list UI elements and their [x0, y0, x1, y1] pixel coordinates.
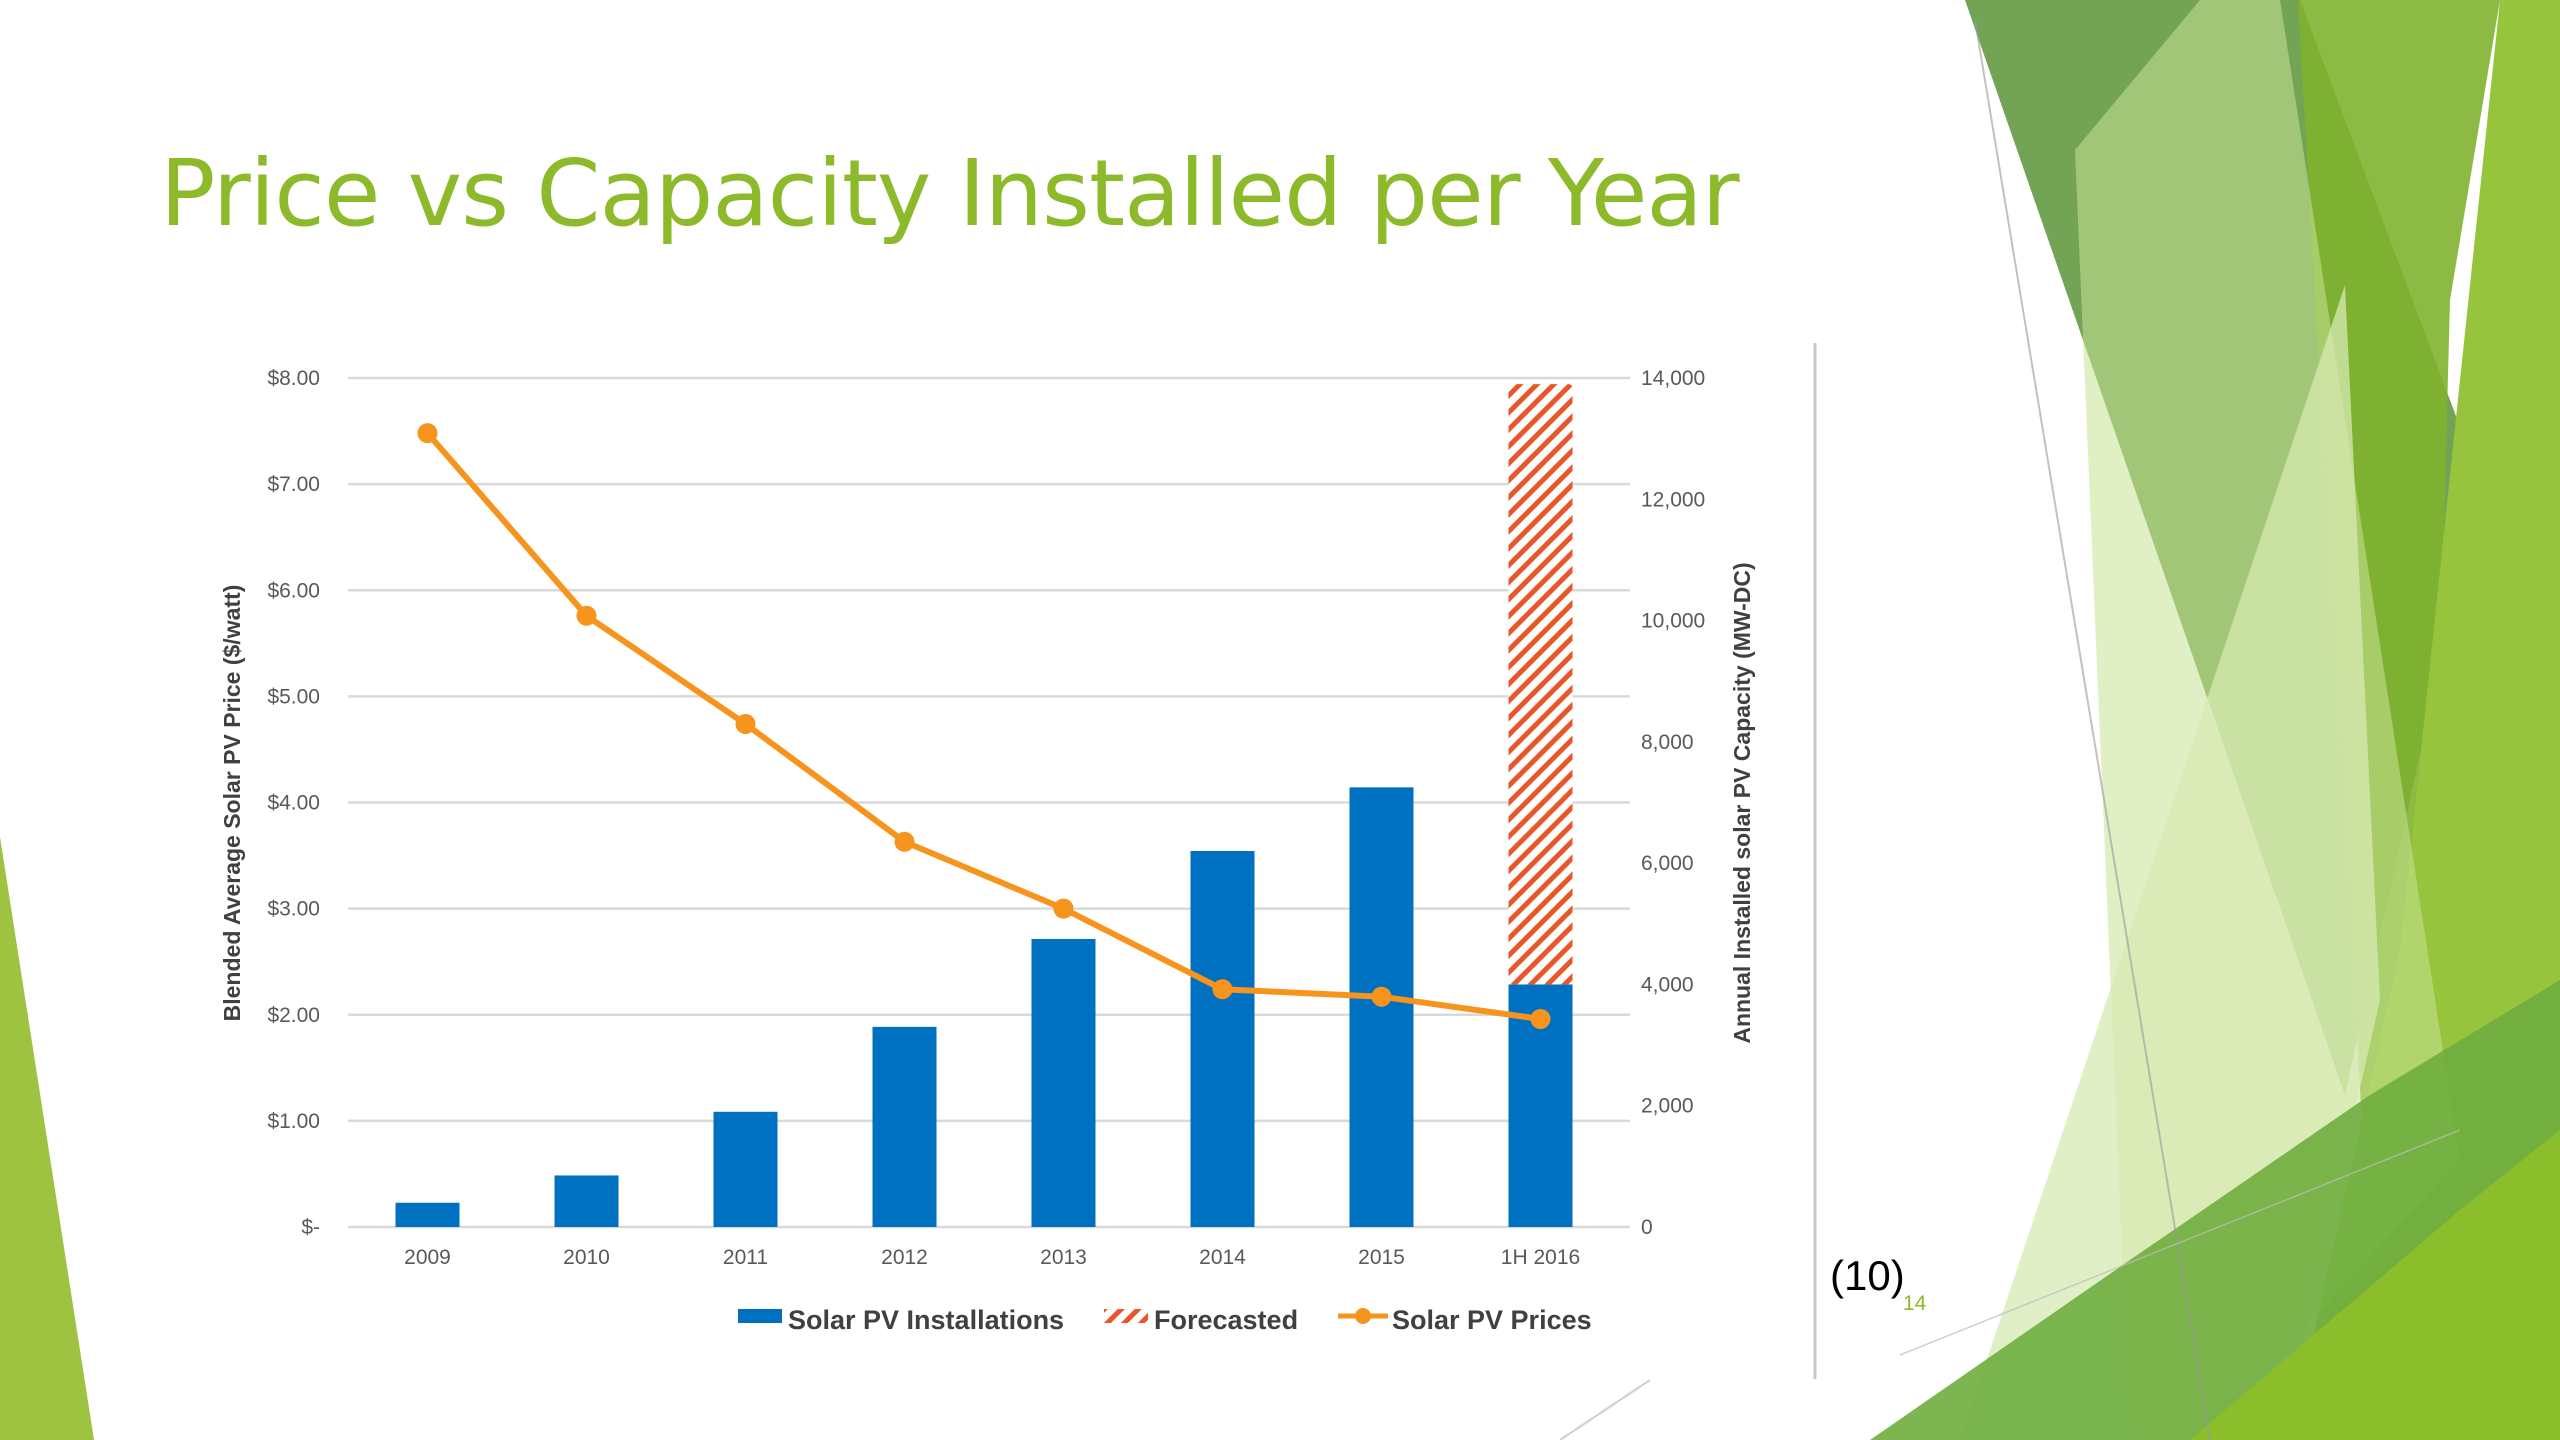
price-point	[735, 713, 756, 734]
price-point	[1212, 979, 1233, 1000]
legend: Solar PV Installations Forecasted Solar …	[738, 1305, 1592, 1335]
left-tick-label: $3.00	[267, 898, 320, 921]
right-axis-title: Annual Installed solar PV Capacity (MW-D…	[1729, 562, 1755, 1043]
right-tick-label: 12,000	[1641, 488, 1705, 511]
category-label: 2014	[1199, 1246, 1246, 1269]
left-tick-label: $8.00	[267, 367, 320, 390]
right-axis-ticks: 0 2,000 4,000 6,000 8,000 10,000 12,000 14,000	[1641, 367, 1705, 1239]
left-tick-label: $4.00	[267, 792, 320, 815]
price-point	[1053, 898, 1074, 919]
price-point	[417, 423, 438, 444]
slide-number: 14	[1903, 1292, 1927, 1315]
right-tick-label: 4,000	[1641, 973, 1694, 996]
decor-bright-lime-bottom	[2190, 1130, 2560, 1440]
left-axis-ticks: $- $1.00 $2.00 $3.00 $4.00 $5.00 $6.00 $7.00 $8.…	[267, 367, 320, 1239]
bar-installations	[1031, 938, 1096, 1227]
bar-installations	[1190, 851, 1255, 1227]
legend-label-forecasted: Forecasted	[1154, 1305, 1298, 1335]
bar-forecasted	[1508, 384, 1573, 985]
price-line	[417, 423, 1551, 1029]
category-label: 2012	[881, 1246, 928, 1269]
category-label: 2013	[1040, 1246, 1087, 1269]
price-point	[1371, 986, 1392, 1007]
right-tick-label: 10,000	[1641, 610, 1705, 633]
left-axis-title: Blended Average Solar PV Price ($/watt)	[219, 585, 245, 1022]
price-point	[894, 831, 915, 852]
bars	[395, 384, 1573, 1227]
bar-installations	[554, 1175, 619, 1227]
decor-thin-line-c	[1559, 1379, 1651, 1440]
right-tick-label: 8,000	[1641, 731, 1694, 754]
left-tick-label: $-	[301, 1216, 320, 1239]
category-label: 2010	[563, 1246, 610, 1269]
legend-swatch-forecasted	[1104, 1309, 1148, 1323]
legend-label-prices: Solar PV Prices	[1392, 1305, 1592, 1335]
category-labels: 2009 2010 2011 2012 2013 2014 2015 1H 2016	[404, 1246, 1580, 1269]
price-point	[1530, 1008, 1551, 1029]
legend-swatch-prices-marker	[1355, 1308, 1371, 1324]
right-tick-label: 0	[1641, 1216, 1653, 1239]
left-tick-label: $1.00	[267, 1110, 320, 1133]
decor-thin-line-b	[1899, 1129, 2461, 1356]
bar-installations	[872, 1026, 937, 1227]
legend-swatch-installations	[738, 1309, 782, 1323]
price-series-line	[425, 431, 1541, 1022]
decor-light-wedge	[1960, 285, 2380, 1440]
reference-number: (10)	[1830, 1252, 1905, 1299]
right-tick-label: 6,000	[1641, 852, 1694, 875]
legend-label-installations: Solar PV Installations	[788, 1305, 1064, 1335]
bar-installations	[1349, 787, 1414, 1227]
category-label: 2011	[723, 1246, 768, 1269]
left-tick-label: $7.00	[267, 473, 320, 496]
decor-left-triangle	[0, 837, 94, 1440]
left-tick-label: $2.00	[267, 1004, 320, 1027]
right-tick-label: 2,000	[1641, 1095, 1694, 1118]
price-point	[576, 605, 597, 626]
bar-installations	[713, 1111, 778, 1227]
left-tick-label: $5.00	[267, 685, 320, 708]
slide-title: Price vs Capacity Installed per Year	[160, 140, 1740, 247]
bar-installations	[395, 1202, 460, 1227]
category-label: 1H 2016	[1501, 1246, 1580, 1269]
gridlines	[348, 376, 1630, 1229]
decor-thin-line-a	[1974, 19, 2211, 1440]
right-tick-label: 14,000	[1641, 367, 1705, 390]
category-label: 2009	[404, 1246, 451, 1269]
category-label: 2015	[1358, 1246, 1405, 1269]
left-tick-label: $6.00	[267, 579, 320, 602]
